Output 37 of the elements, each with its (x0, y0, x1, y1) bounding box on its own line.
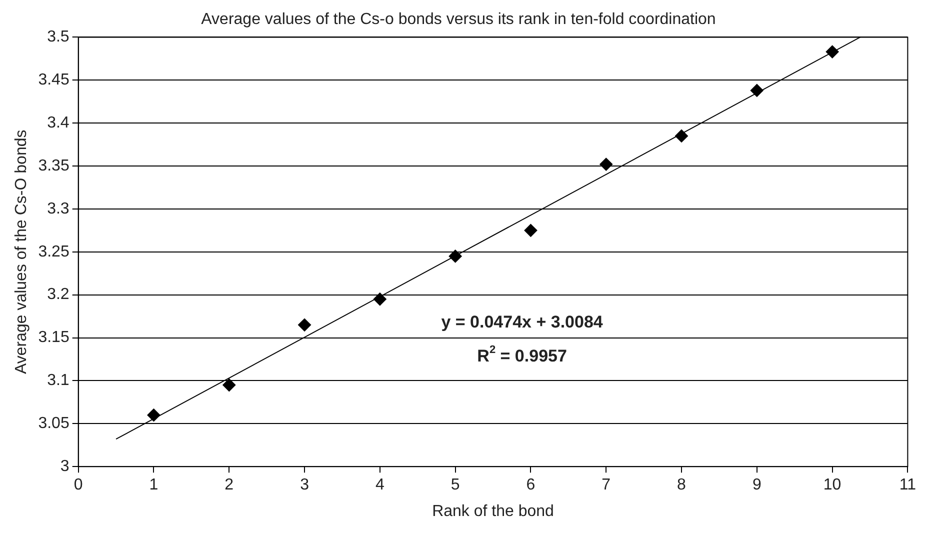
x-tick-label: 0 (74, 476, 83, 494)
y-tick-label: 3.35 (38, 157, 70, 174)
y-tick-label: 3.15 (38, 329, 70, 346)
y-tick-label: 3.4 (47, 114, 70, 132)
point (147, 408, 160, 422)
chart-title: Average values of the Cs-o bonds versus its rank in ten-fold coordination (201, 11, 716, 28)
x-tick-label: 9 (752, 476, 762, 494)
y-tick-label: 3.05 (38, 415, 70, 432)
x-tick-label: 4 (375, 476, 384, 494)
x-axis-title: Rank of the bond (432, 502, 554, 520)
y-tick-label: 3 (60, 458, 70, 476)
y-tick-label: 3.3 (47, 200, 70, 218)
point (600, 158, 613, 171)
x-tick-label: 10 (823, 476, 842, 494)
y-tick-label: 3.45 (38, 72, 70, 89)
annotation: y = 0.0474x + 3.0084 (441, 312, 604, 332)
y-tick-label: 3.5 (47, 28, 70, 46)
y-tick-label: 3.25 (38, 243, 70, 260)
x-tick-label: 2 (224, 476, 234, 494)
point (298, 318, 312, 332)
y-axis-title: Average values of the Cs-O bonds (13, 130, 30, 374)
point (750, 84, 764, 97)
x-tick-label: 5 (450, 476, 460, 494)
x-tick-label: 1 (149, 476, 158, 494)
x-tick-label: 7 (602, 476, 611, 494)
point (675, 129, 688, 142)
x-tick-label: 6 (526, 476, 536, 494)
x-tick-label: 8 (677, 476, 686, 494)
x-tick-label: 11 (899, 476, 916, 494)
point (826, 45, 839, 58)
point (448, 250, 462, 263)
y-tick-label: 3.2 (47, 286, 70, 304)
y-tick-label: 3.1 (47, 372, 70, 390)
x-tick-label: 3 (300, 476, 310, 494)
point (222, 378, 236, 392)
point (373, 292, 386, 306)
point (524, 224, 538, 237)
